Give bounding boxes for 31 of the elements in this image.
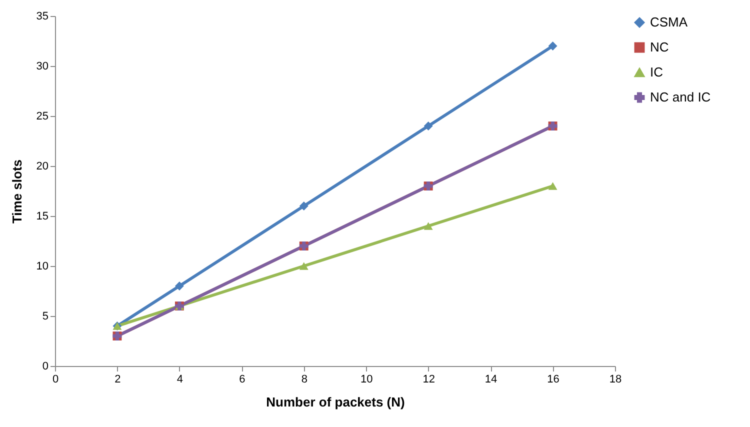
y-tick-label: 35	[36, 10, 48, 22]
legend-label: IC	[650, 64, 663, 80]
legend-label: NC	[650, 40, 669, 54]
x-tick-label: 2	[114, 374, 121, 386]
point	[424, 122, 433, 130]
y-axis-title: Time slots	[9, 159, 24, 224]
x-tick-label: 12	[422, 374, 435, 386]
y-tick-label: 10	[36, 260, 48, 272]
y-tick-label: 5	[42, 310, 48, 322]
point	[548, 182, 558, 190]
y-tick-label: 20	[36, 160, 48, 172]
x-tick-label: 18	[609, 374, 622, 386]
point	[299, 202, 308, 210]
x-axis-title: Number of packets (N)	[266, 394, 405, 410]
x-tick-label: 10	[360, 374, 373, 386]
x-tick-label: 0	[52, 374, 59, 386]
legend-label: CSMA	[650, 14, 688, 30]
y-tick-label: 25	[36, 110, 48, 122]
point	[299, 262, 308, 270]
point	[174, 282, 184, 290]
point	[424, 222, 433, 230]
x-tick-label: 8	[301, 374, 308, 386]
y-tick-label: 30	[36, 60, 48, 72]
legend-label: NC and IC	[650, 90, 711, 104]
y-tick-label: 0	[42, 360, 48, 372]
point	[548, 42, 558, 50]
x-tick-label: 16	[547, 374, 560, 386]
x-tick-label: 14	[484, 374, 498, 386]
y-tick-label: 15	[36, 210, 48, 222]
x-tick-label: 4	[176, 374, 184, 386]
x-tick-label: 6	[239, 374, 246, 386]
